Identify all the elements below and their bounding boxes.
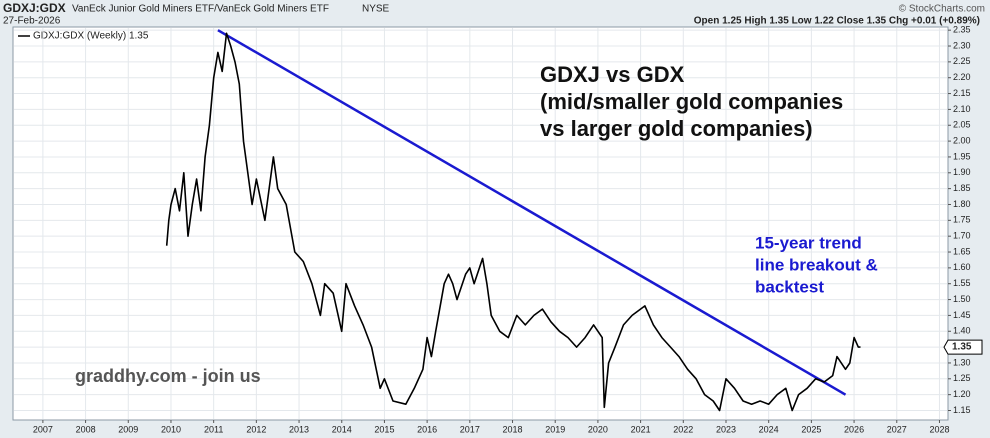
watermark: © StockCharts.com xyxy=(899,4,985,15)
description: VanEck Junior Gold Miners ETF/VanEck Gol… xyxy=(72,4,329,15)
symbol: GDXJ:GDX xyxy=(3,1,66,15)
y-tick-label: 1.60 xyxy=(953,262,971,272)
annotation-line: 15-year trend xyxy=(755,233,862,252)
y-tick-label: 1.75 xyxy=(953,215,971,225)
x-tick-label: 2021 xyxy=(631,424,651,434)
y-tick-label: 1.55 xyxy=(953,278,971,288)
x-tick-label: 2028 xyxy=(929,424,949,434)
x-tick-label: 2013 xyxy=(289,424,309,434)
y-tick-label: 2.15 xyxy=(953,88,971,98)
plot-area xyxy=(12,26,949,421)
y-tick-label: 2.20 xyxy=(953,72,971,82)
y-tick-label: 2.10 xyxy=(953,104,971,114)
x-tick-label: 2025 xyxy=(801,424,821,434)
y-tick-label: 2.35 xyxy=(953,25,971,35)
y-tick-label: 2.30 xyxy=(953,40,971,50)
y-tick-label: 1.80 xyxy=(953,199,971,209)
x-tick-label: 2007 xyxy=(33,424,53,434)
x-tick-label: 2027 xyxy=(887,424,907,434)
x-tick-label: 2016 xyxy=(417,424,437,434)
x-tick-label: 2026 xyxy=(844,424,864,434)
y-tick-label: 1.90 xyxy=(953,167,971,177)
y-tick-label: 1.50 xyxy=(953,294,971,304)
y-tick-label: 1.95 xyxy=(953,151,971,161)
exchange: NYSE xyxy=(362,4,390,15)
x-tick-label: 2024 xyxy=(759,424,779,434)
y-tick-label: 1.20 xyxy=(953,389,971,399)
price-line xyxy=(165,32,861,412)
x-tick-label: 2020 xyxy=(588,424,608,434)
x-tick-label: 2015 xyxy=(374,424,394,434)
last-price-tag xyxy=(943,339,983,355)
quote: Open 1.25 High 1.35 Low 1.22 Close 1.35 … xyxy=(694,16,980,27)
y-tick-label: 1.45 xyxy=(953,310,971,320)
footer: graddhy.com - join us xyxy=(75,366,261,386)
x-tick-label: 2009 xyxy=(118,424,138,434)
y-tick-label: 1.40 xyxy=(953,326,971,336)
x-tick-label: 2008 xyxy=(76,424,96,434)
last-price-label: 1.35 xyxy=(952,342,972,353)
y-tick-label: 1.30 xyxy=(953,357,971,367)
y-tick-label: 1.65 xyxy=(953,246,971,256)
annotation-line: line breakout & xyxy=(755,255,878,274)
title-line: GDXJ vs GDX xyxy=(540,62,685,87)
trend-line xyxy=(217,29,847,396)
y-tick-label: 2.25 xyxy=(953,56,971,66)
y-tick-label: 1.70 xyxy=(953,231,971,241)
x-tick-label: 2012 xyxy=(246,424,266,434)
y-tick-label: 1.85 xyxy=(953,183,971,193)
title-line: (mid/smaller gold companies xyxy=(540,89,843,114)
title-line: vs larger gold companies) xyxy=(540,116,813,141)
y-tick-label: 2.00 xyxy=(953,135,971,145)
x-tick-label: 2019 xyxy=(545,424,565,434)
annotation-line: backtest xyxy=(755,277,824,296)
y-tick-label: 1.25 xyxy=(953,373,971,383)
x-tick-label: 2014 xyxy=(332,424,352,434)
x-tick-label: 2022 xyxy=(673,424,693,434)
date: 27-Feb-2026 xyxy=(3,16,61,27)
x-tick-label: 2018 xyxy=(503,424,523,434)
y-tick-label: 2.05 xyxy=(953,120,971,130)
x-tick-label: 2023 xyxy=(716,424,736,434)
legend-label: GDXJ:GDX (Weekly) 1.35 xyxy=(33,31,149,42)
y-tick-label: 1.15 xyxy=(953,405,971,415)
x-tick-label: 2017 xyxy=(460,424,480,434)
x-tick-label: 2011 xyxy=(204,424,223,434)
x-tick-label: 2010 xyxy=(161,424,181,434)
